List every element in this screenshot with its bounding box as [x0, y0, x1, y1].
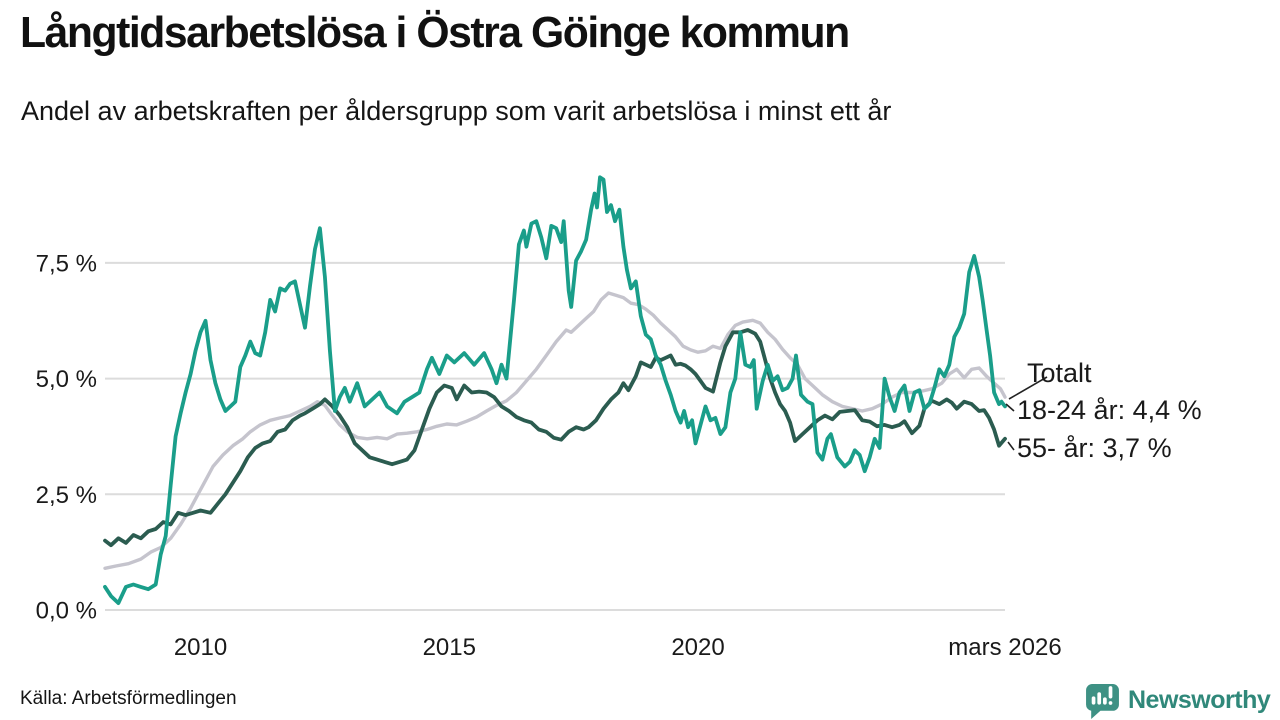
chart-subtitle: Andel av arbetskraften per åldersgrupp s…	[21, 96, 892, 126]
annotation-leader-line	[1005, 403, 1015, 412]
annotation-leader-line	[1007, 441, 1015, 451]
y-tick-label: 5,0 %	[36, 366, 97, 393]
series-line-55-r	[103, 328, 1007, 548]
x-tick-label: mars 2026	[948, 634, 1061, 661]
series-line-18-24-r	[103, 175, 1007, 605]
y-tick-label: 2,5 %	[36, 482, 97, 509]
source-credit: Källa: Arbetsförmedlingen	[20, 688, 237, 709]
series-annotation-totalt: Totalt	[1027, 358, 1092, 388]
newsworthy-logo-text: Newsworthy	[1128, 686, 1271, 714]
series-line-totalt	[103, 291, 1007, 570]
newsworthy-logo-icon	[1086, 684, 1119, 719]
series-annotation-18-24-r: 18-24 år: 4,4 %	[1017, 395, 1202, 425]
x-tick-label: 2010	[174, 634, 227, 661]
page-title: Långtidsarbetslösa i Östra Göinge kommun	[20, 8, 850, 57]
x-tick-label: 2015	[423, 634, 476, 661]
x-tick-label: 2020	[671, 634, 724, 661]
y-tick-label: 0,0 %	[36, 598, 97, 625]
newsworthy-brand: Newsworthy	[1084, 682, 1271, 719]
series-annotation-55-r: 55- år: 3,7 %	[1017, 433, 1172, 463]
y-tick-label: 7,5 %	[36, 250, 97, 277]
annotation-leader-line	[1008, 376, 1048, 400]
